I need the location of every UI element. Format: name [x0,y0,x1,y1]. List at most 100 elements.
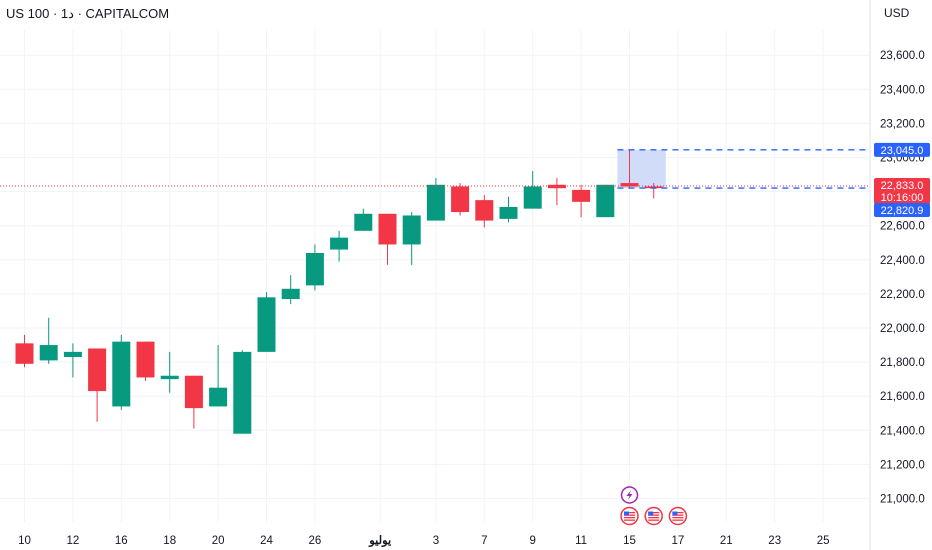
flag-stripe [672,517,684,519]
horizontal-levels[interactable] [0,149,870,189]
candle [523,171,542,209]
x-tick-label: 11 [575,535,587,547]
candles [15,149,663,434]
flag-icon-ring [644,506,663,526]
candle-body [572,189,591,202]
candle-body [402,215,421,245]
flag-canton [672,511,678,516]
candle-body [184,375,203,409]
lower-level-tag: 22,820.9 [874,203,930,218]
y-tick-label: 22,000.0 [880,323,925,335]
x-tick-label: 7 [481,535,487,547]
x-tick-label: 16 [115,535,128,547]
candle [620,149,639,189]
candle [15,334,34,368]
candle [572,184,591,218]
x-tick-label: 25 [817,535,830,547]
candle-body [523,186,542,209]
x-axis[interactable]: 10 12 16 18 20 24 26 يوليو 3 7 9 11 15 17 21 23 25 [18,534,829,548]
flag-stripe [648,514,660,516]
candle [63,343,82,378]
candle [257,292,276,352]
y-tick-label: 21,000.0 [880,494,925,506]
flag-stripe [648,517,660,519]
candle [136,341,155,381]
candle [354,208,373,231]
flag-canton [624,511,629,516]
y-tick-label: 21,400.0 [880,425,925,437]
candle-body [426,184,445,221]
candle [330,230,349,262]
lower-level-tag-text: 22,820.9 [881,205,924,217]
candle [233,350,252,434]
candle-body [209,387,228,407]
x-tick-label: 9 [529,535,535,547]
y-tick-label: 22,600.0 [880,221,925,233]
us-flag-event-icon[interactable] [668,506,688,526]
flag-stripe [624,512,635,514]
lower-level-tag-bg [874,203,930,218]
y-tick-label: 23,200.0 [880,118,925,130]
candle [305,244,324,291]
candle-body [136,341,155,378]
candle-body [257,297,276,352]
x-tick-label: 26 [309,535,322,547]
grid-lines [0,30,870,522]
candle-body [63,351,82,357]
flag-icon-ring [668,506,688,526]
candle [39,317,58,364]
price-range-zone[interactable] [617,149,666,189]
y-tick-label: 21,800.0 [880,357,925,369]
currency-label[interactable]: USD [884,6,910,20]
y-tick-label: 21,200.0 [880,459,925,471]
candle-body [451,186,470,213]
candle-body [305,252,324,286]
candle [112,334,131,410]
y-tick-label: 21,600.0 [880,391,925,403]
y-tick-label: 23,400.0 [880,84,925,96]
x-tick-label: 18 [163,535,176,547]
candle-body [475,200,494,221]
candle [426,177,445,221]
candle [209,345,228,407]
candle-body [88,348,107,392]
candle-body [499,206,518,219]
lightning-event-icon[interactable] [620,486,639,504]
candle-body [160,375,179,380]
upper-level-tag-bg [874,142,930,157]
candle-body [39,345,58,361]
x-tick-label: 15 [623,535,636,547]
candle-body [596,184,615,218]
candle-body [281,288,300,300]
y-tick-label: 22,400.0 [880,255,925,267]
flag-stripe [672,514,684,516]
chart-title: US 100 · 1د · CAPITALCOM [6,6,170,21]
candle [596,184,615,218]
current-price-tag-text: 10:16:00 [881,192,924,204]
flag-stripe [624,514,635,516]
x-tick-label: 10 [18,535,31,547]
flag-canton [648,511,654,516]
flag-stripe [672,519,684,521]
x-tick-label: يوليو [368,534,392,548]
candle [547,177,566,206]
lightning-icon-bolt [626,490,633,500]
economic-events[interactable] [620,486,688,526]
flag-stripe [672,512,684,514]
candle-body [378,213,397,245]
y-axis[interactable]: 21,000.0 21,200.0 21,400.0 21,600.0 21,800.0… [880,50,925,505]
us-flag-event-icon[interactable] [620,506,639,526]
current-price-tag-bg [874,177,930,204]
candle-body [330,237,349,250]
x-tick-label: 24 [260,535,273,547]
upper-level-tag: 23,045.0 [874,142,930,157]
candle [475,195,494,228]
upper-level-tag-text: 23,045.0 [881,145,924,157]
y-tick-label: 22,200.0 [880,289,925,301]
range-rect[interactable] [617,149,666,189]
x-tick-label: 21 [720,535,733,547]
us-flag-event-icon[interactable] [644,506,663,526]
current-price-tag: 22,833.010:16:00 [874,177,930,204]
